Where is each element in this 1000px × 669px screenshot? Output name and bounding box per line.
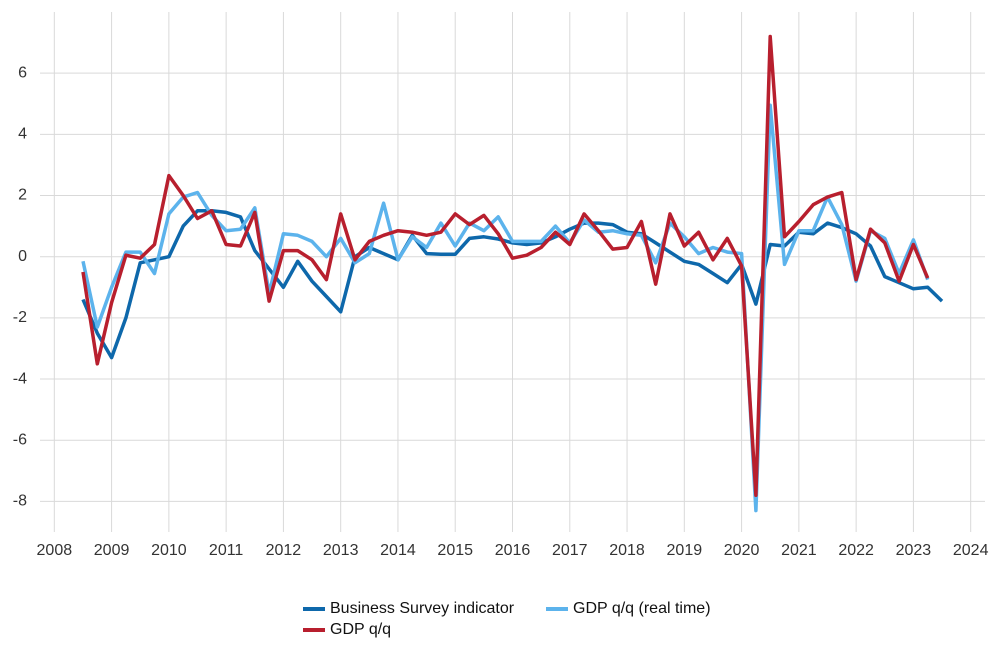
- x-tick-label: 2020: [724, 542, 760, 559]
- x-tick-label: 2023: [896, 542, 932, 559]
- x-tick-label: 2014: [380, 542, 416, 559]
- x-tick-label: 2015: [437, 542, 473, 559]
- legend-label: GDP q/q: [330, 621, 391, 638]
- x-tick-label: 2009: [94, 542, 130, 559]
- x-tick-label: 2022: [838, 542, 874, 559]
- x-tick-label: 2010: [151, 542, 187, 559]
- series-line: [81, 34, 930, 498]
- x-tick-label: 2019: [667, 542, 703, 559]
- x-tick-label: 2024: [953, 542, 989, 559]
- y-tick-label: -6: [13, 431, 27, 448]
- x-tick-label: 2011: [209, 542, 244, 559]
- x-tick-label: 2016: [495, 542, 531, 559]
- x-tick-label: 2008: [37, 542, 73, 559]
- x-tick-label: 2012: [266, 542, 302, 559]
- y-tick-label: -2: [13, 309, 27, 326]
- y-tick-label: 6: [18, 64, 27, 81]
- x-tick-label: 2021: [781, 542, 817, 559]
- legend-label: Business Survey indicator: [330, 600, 515, 617]
- y-tick-label: 2: [18, 187, 27, 204]
- legend-label: GDP q/q (real time): [573, 600, 711, 617]
- x-tick-label: 2013: [323, 542, 359, 559]
- x-tick-label: 2017: [552, 542, 588, 559]
- x-tick-label: 2018: [609, 542, 645, 559]
- series-line: [81, 103, 930, 513]
- y-tick-label: 0: [18, 248, 27, 265]
- y-tick-label: -8: [13, 493, 27, 510]
- y-tick-label: 4: [18, 126, 27, 143]
- y-tick-label: -4: [13, 370, 27, 387]
